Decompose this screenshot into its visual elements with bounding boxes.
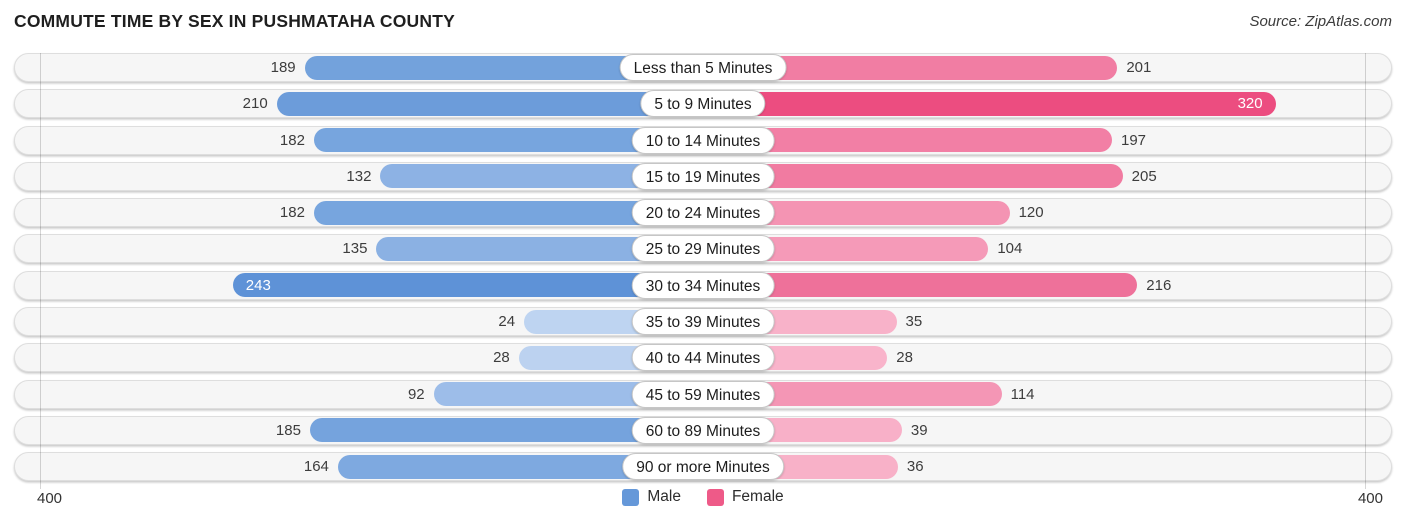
category-pill: 45 to 59 Minutes xyxy=(631,380,775,408)
female-bar xyxy=(703,273,1138,298)
male-bar xyxy=(276,91,703,116)
butterfly-bar-chart: 189 201 Less than 5 Minutes 210 320 5 to 9 Mi… xyxy=(14,53,1392,489)
chart-row: 189 201 Less than 5 Minutes xyxy=(14,53,1392,82)
left-axis-gridline xyxy=(40,53,41,489)
chart-header: COMMUTE TIME BY SEX IN PUSHMATAHA COUNTY… xyxy=(0,0,1406,46)
category-pill: 90 or more Minutes xyxy=(622,453,784,481)
male-value-label: 132 xyxy=(346,167,372,185)
category-pill: Less than 5 Minutes xyxy=(619,54,787,81)
female-value-label: 104 xyxy=(997,240,1023,258)
category-pill: 60 to 89 Minutes xyxy=(631,416,775,444)
legend-label: Male xyxy=(647,488,681,505)
category-pill: 10 to 14 Minutes xyxy=(631,126,775,154)
legend-label: Female xyxy=(731,488,784,505)
female-value-label: 36 xyxy=(906,458,924,476)
category-pill: 35 to 39 Minutes xyxy=(631,308,775,336)
male-bar xyxy=(232,273,703,298)
male-value-label: 182 xyxy=(279,204,305,222)
chart-row: 135 104 25 to 29 Minutes xyxy=(14,234,1392,264)
chart-row: 24 35 35 to 39 Minutes xyxy=(14,307,1392,337)
chart-row: 92 114 45 to 59 Minutes xyxy=(14,379,1392,409)
male-value-label: 92 xyxy=(407,385,425,403)
chart-footer: 400 400 Male Female xyxy=(14,487,1392,517)
page-title: COMMUTE TIME BY SEX IN PUSHMATAHA COUNTY xyxy=(14,11,455,31)
female-value-label: 201 xyxy=(1126,59,1152,76)
chart-row: 132 205 15 to 19 Minutes xyxy=(14,161,1392,191)
category-pill: 40 to 44 Minutes xyxy=(631,344,775,372)
legend: Male Female xyxy=(14,488,1392,506)
category-pill: 15 to 19 Minutes xyxy=(631,162,775,190)
female-value-label: 39 xyxy=(910,421,928,439)
chart-row: 164 36 90 or more Minutes xyxy=(14,452,1392,482)
female-value-label: 320 xyxy=(1237,95,1263,113)
category-pill: 20 to 24 Minutes xyxy=(631,199,775,227)
male-value-label: 24 xyxy=(498,313,516,331)
chart-row: 28 28 40 to 44 Minutes xyxy=(14,343,1392,373)
legend-item-female: Female xyxy=(706,488,784,506)
chart-row: 182 197 10 to 14 Minutes xyxy=(14,125,1392,155)
female-value-label: 35 xyxy=(905,313,923,331)
female-value-label: 197 xyxy=(1121,131,1147,149)
male-value-label: 28 xyxy=(493,349,510,367)
legend-item-male: Male xyxy=(622,488,681,506)
male-value-label: 210 xyxy=(242,95,268,113)
male-value-label: 185 xyxy=(275,421,301,439)
category-pill: 25 to 29 Minutes xyxy=(631,235,775,263)
female-value-label: 114 xyxy=(1010,385,1035,403)
source-attribution: Source: ZipAtlas.com xyxy=(1249,13,1392,30)
chart-row: 210 320 5 to 9 Minutes xyxy=(14,89,1392,119)
category-pill: 5 to 9 Minutes xyxy=(640,90,766,118)
female-value-label: 216 xyxy=(1146,276,1172,294)
chart-row: 243 216 30 to 34 Minutes xyxy=(14,270,1392,300)
male-value-label: 164 xyxy=(303,458,329,476)
male-value-label: 182 xyxy=(279,131,305,149)
female-swatch-icon xyxy=(706,488,724,506)
female-value-label: 205 xyxy=(1131,167,1157,185)
right-axis-gridline xyxy=(1365,53,1366,489)
female-bar xyxy=(703,91,1276,116)
male-value-label: 135 xyxy=(342,240,368,258)
female-value-label: 28 xyxy=(896,349,913,367)
male-swatch-icon xyxy=(622,488,640,506)
chart-row: 185 39 60 to 89 Minutes xyxy=(14,415,1392,445)
female-value-label: 120 xyxy=(1018,204,1044,222)
right-axis-max-label: 400 xyxy=(1357,490,1383,507)
left-axis-max-label: 400 xyxy=(37,490,63,507)
chart-row: 182 120 20 to 24 Minutes xyxy=(14,198,1392,228)
category-pill: 30 to 34 Minutes xyxy=(631,271,775,299)
male-value-label: 243 xyxy=(245,276,271,294)
male-value-label: 189 xyxy=(270,59,296,76)
